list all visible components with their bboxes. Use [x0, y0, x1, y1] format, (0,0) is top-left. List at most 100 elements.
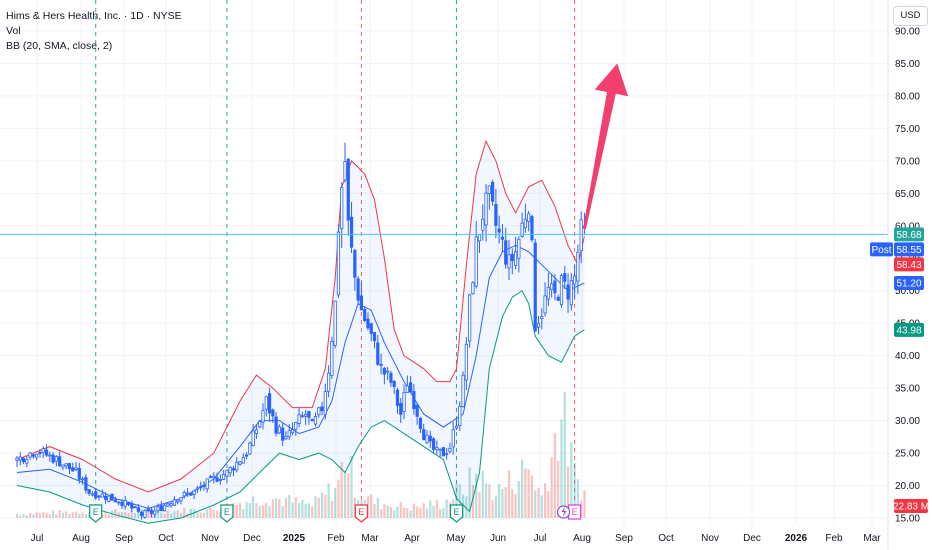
volume-bar — [58, 510, 61, 518]
candle-body — [126, 501, 131, 505]
candle-body — [494, 204, 498, 226]
symbol-title[interactable]: Hims & Hers Health, Inc. · 1D · NYSE — [6, 10, 182, 22]
volume-bar — [435, 500, 438, 518]
volume-bar — [484, 483, 488, 518]
bollinger-fill — [17, 141, 585, 524]
volume-bar — [311, 506, 314, 518]
candle-body — [418, 417, 423, 429]
candle-body — [107, 495, 111, 502]
volume-bar — [481, 470, 484, 518]
time-axis-label: Nov — [201, 533, 219, 544]
candle-body — [576, 251, 580, 282]
candle-body — [81, 478, 85, 481]
candle-body — [15, 457, 19, 461]
candle-body — [238, 461, 242, 465]
earnings-marker[interactable]: E — [354, 504, 368, 523]
volume-bar — [114, 509, 117, 518]
candle-body — [94, 491, 98, 499]
volume-bar — [248, 503, 251, 518]
earnings-marker-label: E — [572, 507, 578, 517]
candle-body — [533, 242, 537, 332]
volume-bar — [425, 508, 429, 518]
volume-bar — [317, 497, 320, 518]
price-axis-label: 85.00 — [895, 59, 920, 70]
volume-bar — [386, 505, 389, 518]
time-axis-label: 2026 — [785, 533, 808, 544]
candle-body — [566, 284, 570, 300]
candle-body — [569, 280, 573, 306]
volume-bar — [42, 512, 45, 518]
price-axis-label: 20.00 — [895, 481, 920, 492]
candle-body — [323, 391, 327, 415]
candle-body — [44, 449, 49, 456]
post-market-label: Post — [871, 245, 891, 256]
volume-bar — [540, 495, 543, 518]
time-axis-label: Nov — [701, 533, 719, 544]
time-axis-label: Sep — [615, 533, 633, 544]
time-axis-label: May — [447, 533, 466, 544]
candle-body — [559, 275, 564, 306]
candle-body — [185, 492, 190, 495]
volume-bar — [84, 514, 87, 518]
candle-body — [372, 332, 377, 342]
time-axis-label: Sep — [115, 533, 133, 544]
earnings-marker-label: E — [224, 507, 230, 517]
candle-body — [408, 382, 413, 393]
candle-body — [422, 429, 426, 441]
volume-indicator-label[interactable]: Vol — [6, 25, 21, 37]
chart-grid — [0, 0, 888, 525]
bollinger-indicator-label[interactable]: BB (20, SMA, close, 2) — [6, 40, 113, 52]
candle-body — [51, 454, 55, 463]
volume-bar — [373, 503, 376, 518]
volume-bar — [534, 490, 537, 518]
candle-body — [320, 406, 324, 412]
candle-body — [359, 295, 364, 311]
candle-body — [199, 486, 203, 489]
volume-bar — [566, 466, 570, 518]
candle-body — [382, 367, 386, 375]
candle-body — [307, 410, 311, 418]
candle-body — [248, 442, 252, 455]
price-axis-label: 60.00 — [895, 221, 920, 232]
volume-bar — [379, 509, 383, 518]
volume-bar — [176, 510, 179, 518]
volume-bar — [347, 473, 350, 518]
volume-bar — [324, 494, 327, 518]
candle-body — [428, 435, 432, 442]
price-tag — [894, 227, 924, 242]
volume-bar — [278, 498, 281, 518]
volume-bar — [455, 484, 458, 518]
candle-body — [228, 467, 232, 474]
candle-body — [218, 479, 222, 481]
earnings-marker[interactable]: E — [568, 504, 582, 520]
earnings-marker[interactable]: E — [449, 504, 464, 523]
price-tag-value: 58.55 — [896, 245, 921, 256]
volume-bar — [570, 442, 573, 518]
candle-body — [18, 456, 22, 461]
earnings-marker[interactable]: E — [220, 504, 234, 523]
volume-bar — [583, 490, 586, 518]
earnings-marker[interactable]: E — [89, 504, 103, 523]
price-tag — [894, 275, 924, 290]
candle-body — [484, 192, 488, 226]
volume-bar — [238, 503, 242, 518]
volume-bar — [320, 492, 324, 518]
candle-body — [556, 296, 560, 301]
candle-body — [103, 495, 108, 500]
volume-bar — [252, 496, 255, 518]
price-tag — [894, 257, 924, 272]
volume-bar — [445, 499, 448, 518]
volume-bar — [563, 392, 566, 518]
candle-body — [110, 493, 114, 501]
volume-bar — [209, 507, 212, 518]
currency-button[interactable]: USD — [893, 6, 928, 26]
volume-bar — [409, 511, 412, 518]
candle-body — [369, 323, 373, 334]
candle-body — [310, 419, 314, 422]
candle-body — [543, 295, 547, 314]
earnings-marker-badge — [220, 504, 234, 523]
volume-bar — [419, 507, 422, 518]
volume-bar — [514, 493, 517, 518]
volume-bar — [304, 503, 307, 518]
